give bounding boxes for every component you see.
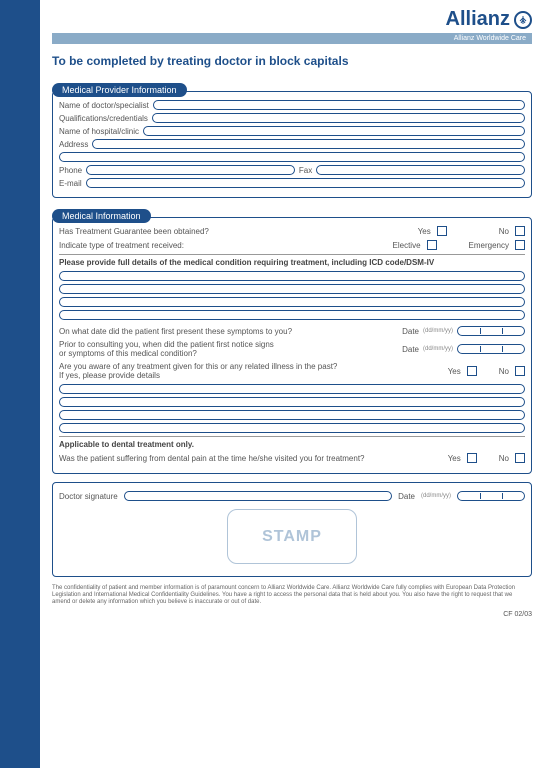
input-prior3[interactable] bbox=[59, 410, 525, 420]
input-fax[interactable] bbox=[316, 165, 525, 175]
section1-header: Medical Provider Information bbox=[52, 83, 187, 97]
section2-header: Medical Information bbox=[52, 209, 151, 223]
input-signature[interactable] bbox=[124, 491, 392, 501]
brand-name: Allianz bbox=[446, 8, 510, 31]
chk-elective[interactable] bbox=[427, 240, 437, 250]
input-prior1[interactable] bbox=[59, 384, 525, 394]
chk-guarantee-yes[interactable] bbox=[437, 226, 447, 236]
input-detail4[interactable] bbox=[59, 310, 525, 320]
input-signature-date[interactable] bbox=[457, 491, 525, 501]
input-phone[interactable] bbox=[86, 165, 295, 175]
label-address: Address bbox=[59, 140, 88, 149]
q-guarantee: Has Treatment Guarantee been obtained? bbox=[59, 227, 412, 236]
input-symptom-date[interactable] bbox=[457, 326, 525, 336]
sub-brand-bar: Allianz Worldwide Care bbox=[52, 33, 532, 44]
q-dental: Was the patient suffering from dental pa… bbox=[59, 454, 442, 463]
chk-prior-yes[interactable] bbox=[467, 366, 477, 376]
chk-dental-no[interactable] bbox=[515, 453, 525, 463]
dental-header: Applicable to dental treatment only. bbox=[59, 436, 525, 449]
input-email[interactable] bbox=[86, 178, 525, 188]
detail-header: Please provide full details of the medic… bbox=[59, 254, 525, 267]
input-doctor[interactable] bbox=[153, 100, 525, 110]
q-prior-treatment: Are you aware of any treatment given for… bbox=[59, 362, 442, 380]
label-phone: Phone bbox=[59, 166, 82, 175]
label-hospital: Name of hospital/clinic bbox=[59, 127, 139, 136]
input-detail1[interactable] bbox=[59, 271, 525, 281]
input-detail2[interactable] bbox=[59, 284, 525, 294]
input-quals[interactable] bbox=[152, 113, 525, 123]
q-symptom-date: On what date did the patient first prese… bbox=[59, 327, 398, 336]
left-sidebar bbox=[0, 0, 40, 768]
chk-dental-yes[interactable] bbox=[467, 453, 477, 463]
label-email: E-mail bbox=[59, 179, 82, 188]
input-detail3[interactable] bbox=[59, 297, 525, 307]
form-code: CF 02/03 bbox=[52, 611, 532, 618]
stamp-box: STAMP bbox=[227, 509, 357, 564]
input-address2[interactable] bbox=[59, 152, 525, 162]
input-prior2[interactable] bbox=[59, 397, 525, 407]
input-address1[interactable] bbox=[92, 139, 525, 149]
label-quals: Qualifications/credentials bbox=[59, 114, 148, 123]
chk-prior-no[interactable] bbox=[515, 366, 525, 376]
chk-guarantee-no[interactable] bbox=[515, 226, 525, 236]
input-notice-date[interactable] bbox=[457, 344, 525, 354]
label-doctor: Name of doctor/specialist bbox=[59, 101, 149, 110]
section1-box: Name of doctor/specialist Qualifications… bbox=[52, 91, 532, 198]
brand-header: Allianz bbox=[52, 8, 532, 31]
confidentiality-notice: The confidentiality of patient and membe… bbox=[52, 585, 532, 607]
label-fax: Fax bbox=[299, 166, 312, 175]
allianz-eagle-icon bbox=[514, 11, 532, 29]
q-notice-date: Prior to consulting you, when did the pa… bbox=[59, 340, 398, 358]
signature-box: Doctor signature Date (dd/mm/yy) STAMP bbox=[52, 482, 532, 577]
chk-emergency[interactable] bbox=[515, 240, 525, 250]
input-hospital[interactable] bbox=[143, 126, 525, 136]
form-title: To be completed by treating doctor in bl… bbox=[52, 54, 532, 68]
input-prior4[interactable] bbox=[59, 423, 525, 433]
label-signature: Doctor signature bbox=[59, 492, 118, 501]
q-treatment-type: Indicate type of treatment received: bbox=[59, 241, 387, 250]
section2-box: Has Treatment Guarantee been obtained? Y… bbox=[52, 217, 532, 474]
